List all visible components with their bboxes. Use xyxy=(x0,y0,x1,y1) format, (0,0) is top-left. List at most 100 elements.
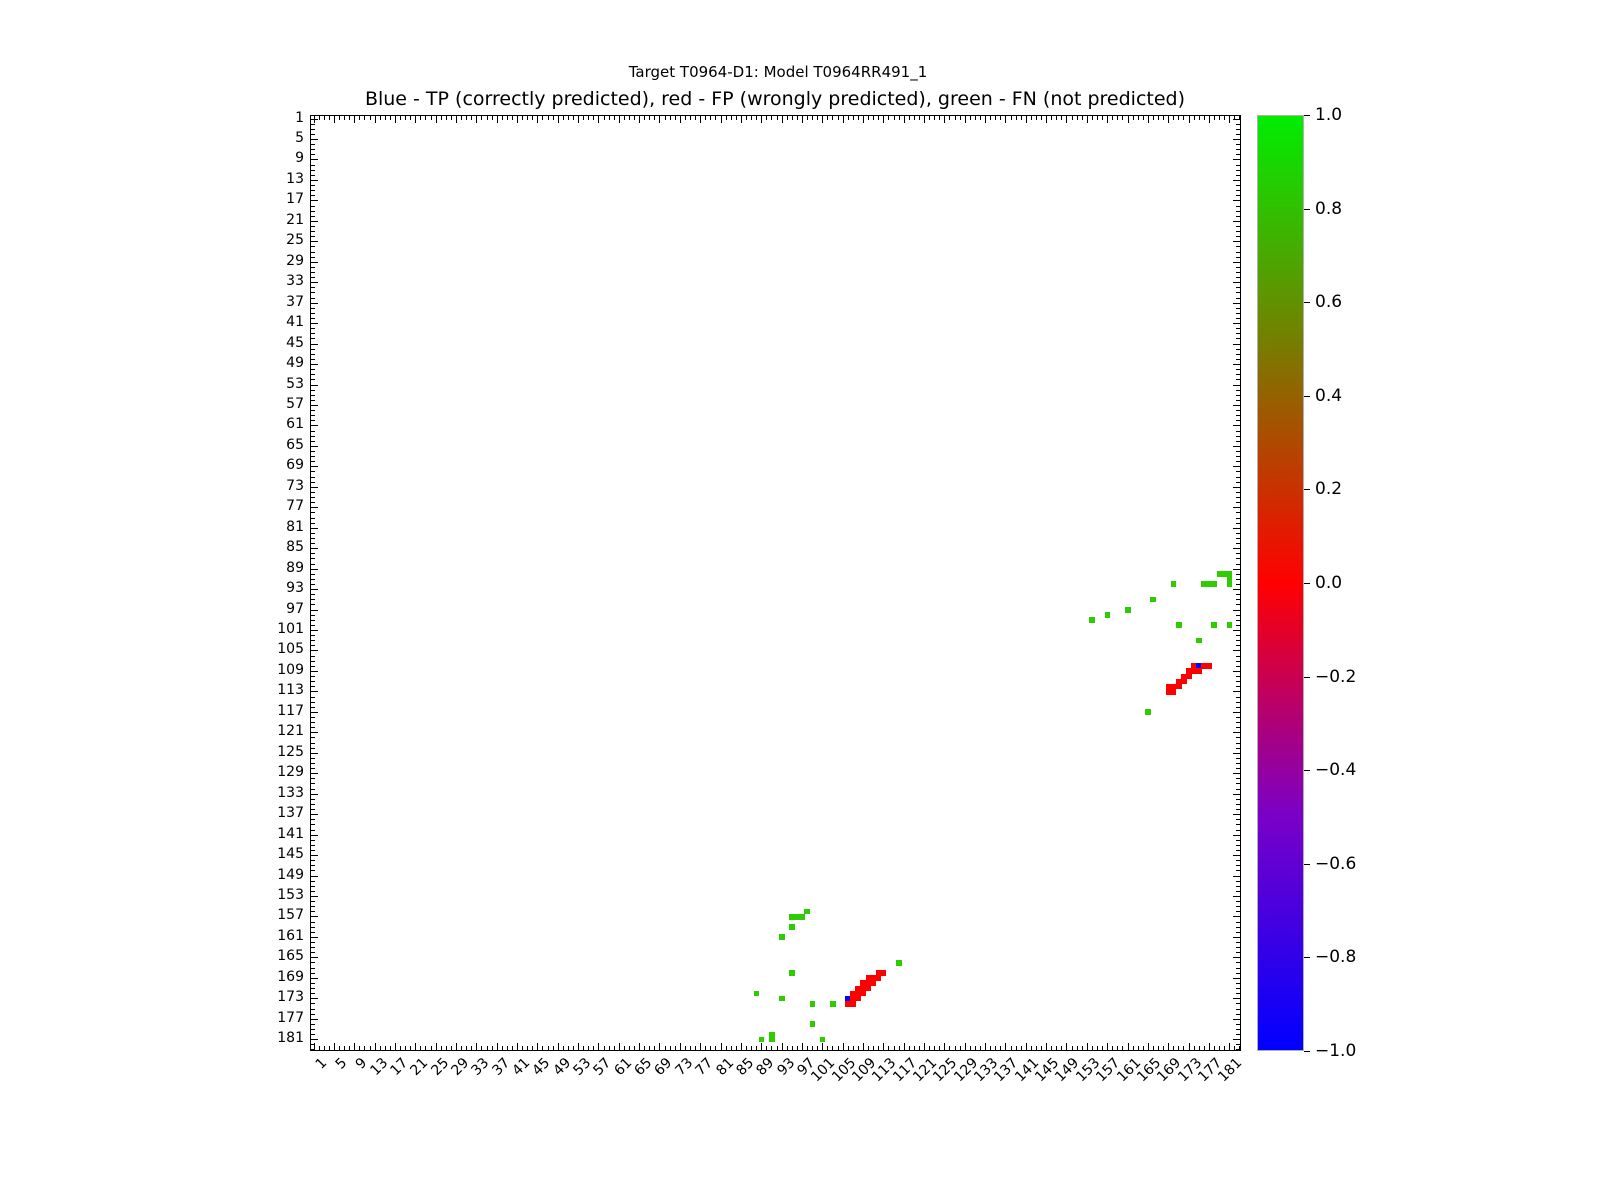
y-tick xyxy=(1236,624,1240,626)
x-tick xyxy=(1219,1046,1221,1050)
x-tick xyxy=(857,1046,859,1050)
y-tick xyxy=(311,512,315,514)
x-tick xyxy=(908,1046,910,1050)
contact-cell-fn xyxy=(1145,709,1151,715)
y-tick xyxy=(311,660,315,662)
x-tick xyxy=(1178,1046,1180,1050)
x-tick xyxy=(1076,116,1078,120)
y-tick xyxy=(311,737,315,739)
y-tick xyxy=(1233,936,1240,938)
y-tick xyxy=(1236,128,1240,130)
x-tick xyxy=(669,1046,671,1050)
x-tick xyxy=(552,1046,554,1050)
y-tick xyxy=(311,916,318,918)
y-tick xyxy=(311,1044,315,1046)
x-tick xyxy=(1193,116,1195,120)
contact-cell-fn xyxy=(753,990,760,997)
y-tick xyxy=(311,502,315,504)
y-tick xyxy=(311,957,318,959)
x-tick xyxy=(578,1043,580,1050)
y-tick xyxy=(1236,333,1240,335)
x-tick xyxy=(1061,1046,1063,1050)
contact-cell-fp xyxy=(855,990,862,997)
x-tick xyxy=(954,116,956,120)
y-tick-label: 77 xyxy=(286,498,304,515)
y-tick-label: 1 xyxy=(295,109,304,126)
x-tick xyxy=(1239,1046,1241,1050)
contact-map-plot-area[interactable] xyxy=(310,115,1241,1051)
x-tick xyxy=(1168,116,1170,123)
y-tick xyxy=(1236,604,1240,606)
y-tick xyxy=(311,123,315,125)
y-tick xyxy=(311,164,315,166)
x-tick xyxy=(740,1043,742,1050)
x-tick xyxy=(349,116,351,120)
x-tick xyxy=(908,116,910,120)
y-tick xyxy=(311,287,315,289)
x-tick xyxy=(939,1046,941,1050)
y-tick xyxy=(1236,312,1240,314)
contact-cell-fn xyxy=(1226,581,1233,588)
y-tick xyxy=(311,553,315,555)
y-tick xyxy=(311,706,315,708)
contact-cell-fp xyxy=(850,1000,856,1007)
y-tick xyxy=(1236,389,1240,391)
y-tick xyxy=(1236,369,1240,371)
y-tick xyxy=(311,266,315,268)
y-tick xyxy=(311,665,315,667)
y-tick xyxy=(1233,998,1240,1000)
x-tick xyxy=(710,116,712,120)
y-tick xyxy=(311,476,315,478)
x-tick xyxy=(1163,116,1165,120)
x-tick xyxy=(440,1046,442,1050)
axes-title: Blue - TP (correctly predicted), red - F… xyxy=(364,88,1186,110)
contact-cell-fn xyxy=(794,913,800,920)
y-tick-label: 61 xyxy=(286,416,304,433)
x-tick xyxy=(338,1046,340,1050)
x-tick xyxy=(1015,116,1017,120)
contact-cell-fp xyxy=(865,975,872,981)
y-tick xyxy=(311,128,315,130)
x-tick xyxy=(1214,116,1216,120)
contact-cell-fp xyxy=(880,970,887,976)
x-tick xyxy=(567,116,569,120)
y-tick xyxy=(1236,962,1240,964)
x-tick xyxy=(852,116,854,120)
y-tick xyxy=(1233,957,1240,959)
y-tick xyxy=(311,849,315,851)
contact-cell-fp xyxy=(1180,678,1187,685)
contact-cell-fp xyxy=(870,975,877,981)
contact-cell-fn xyxy=(1211,622,1218,629)
contact-cell-fp xyxy=(1165,683,1172,690)
y-tick xyxy=(1236,532,1240,534)
y-tick xyxy=(311,231,315,233)
x-tick xyxy=(924,116,926,123)
y-tick-label: 17 xyxy=(286,191,304,208)
y-tick xyxy=(1236,1023,1240,1025)
x-tick xyxy=(1214,1046,1216,1050)
y-tick xyxy=(311,394,315,396)
y-tick xyxy=(311,118,318,120)
x-tick xyxy=(664,1046,666,1050)
y-tick xyxy=(1236,819,1240,821)
y-tick xyxy=(1236,497,1240,499)
x-tick xyxy=(725,116,727,120)
x-tick xyxy=(868,116,870,120)
y-tick xyxy=(311,727,315,729)
y-tick xyxy=(311,497,315,499)
y-tick xyxy=(311,993,315,995)
x-tick xyxy=(1158,1046,1160,1050)
y-tick xyxy=(311,323,318,325)
x-tick xyxy=(1132,1046,1134,1050)
colorbar[interactable] xyxy=(1257,115,1304,1051)
y-tick xyxy=(311,942,315,944)
x-tick xyxy=(771,1046,773,1050)
x-tick xyxy=(1091,1046,1093,1050)
x-tick xyxy=(573,116,574,120)
x-tick xyxy=(374,116,376,123)
y-tick xyxy=(1233,773,1240,775)
y-tick xyxy=(311,149,315,151)
x-tick xyxy=(690,116,691,120)
contact-cell-fp xyxy=(1196,668,1202,675)
y-tick xyxy=(311,225,315,227)
